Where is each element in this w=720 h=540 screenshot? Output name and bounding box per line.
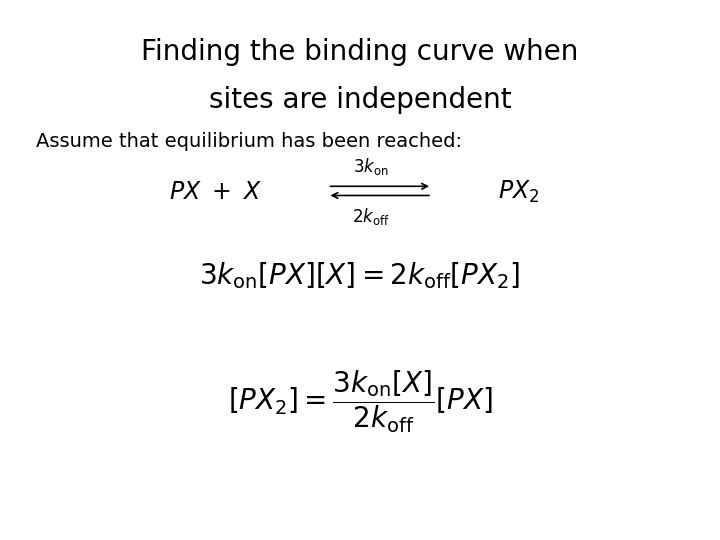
Text: $2k_{\mathrm{off}}$: $2k_{\mathrm{off}}$ bbox=[352, 206, 390, 227]
Text: sites are independent: sites are independent bbox=[209, 86, 511, 114]
Text: $3k_{\mathrm{on}}$: $3k_{\mathrm{on}}$ bbox=[353, 156, 389, 177]
Text: Finding the binding curve when: Finding the binding curve when bbox=[141, 38, 579, 66]
Text: $PX_2$: $PX_2$ bbox=[498, 179, 539, 205]
Text: $PX\ +\ X$: $PX\ +\ X$ bbox=[169, 180, 263, 204]
Text: Assume that equilibrium has been reached:: Assume that equilibrium has been reached… bbox=[36, 132, 462, 151]
Text: $3k_{\mathrm{on}}\left[PX\right]\left[X\right] = 2k_{\mathrm{off}}\left[PX_2\rig: $3k_{\mathrm{on}}\left[PX\right]\left[X\… bbox=[199, 260, 521, 291]
Text: $\left[PX_2\right] = \dfrac{3k_{\mathrm{on}}\left[X\right]}{2k_{\mathrm{off}}}\l: $\left[PX_2\right] = \dfrac{3k_{\mathrm{… bbox=[228, 369, 492, 435]
